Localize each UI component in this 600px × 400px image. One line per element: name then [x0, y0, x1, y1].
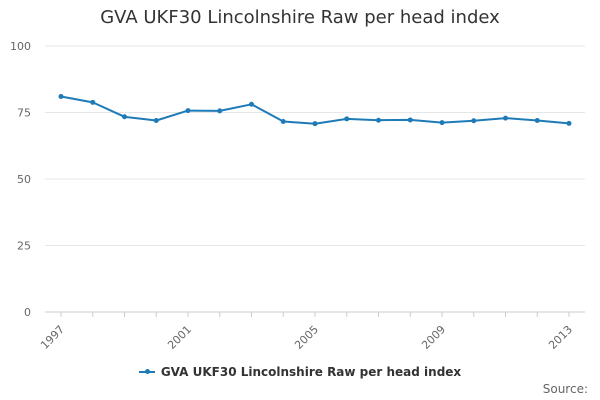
data-point-2005[interactable]: [312, 121, 318, 127]
data-point-2010[interactable]: [471, 118, 477, 124]
data-point-2008[interactable]: [407, 117, 413, 123]
data-point-2004[interactable]: [280, 119, 286, 125]
x-axis-ticks: 1997 2001 2005 2009 2013: [38, 312, 575, 352]
y-tick-label-100: 100: [10, 40, 31, 53]
data-point-1997[interactable]: [58, 94, 64, 100]
legend[interactable]: GVA UKF30 Lincolnshire Raw per head inde…: [0, 365, 600, 379]
x-tick-label-1997: 1997: [38, 323, 67, 352]
grid-layer: [45, 45, 585, 313]
y-tick-label-50: 50: [17, 173, 31, 186]
data-point-2007[interactable]: [376, 117, 381, 123]
y-axis-ticks: 0 25 50 75 100: [10, 40, 31, 319]
series-line-0: [60, 95, 570, 125]
source-credit[interactable]: Source:: [542, 382, 588, 396]
data-point-2013[interactable]: [566, 120, 572, 126]
data-point-2009[interactable]: [439, 120, 445, 126]
data-point-2001[interactable]: [185, 108, 191, 114]
chart-title: GVA UKF30 Lincolnshire Raw per head inde…: [100, 7, 500, 28]
y-tick-label-75: 75: [17, 107, 31, 120]
data-point-2003[interactable]: [249, 101, 254, 107]
data-point-1998[interactable]: [90, 99, 96, 105]
y-tick-label-25: 25: [17, 240, 31, 253]
data-point-2006[interactable]: [344, 116, 350, 122]
x-tick-label-2013: 2013: [546, 323, 575, 352]
x-tick-label-2001: 2001: [165, 323, 194, 352]
y-tick-label-0: 0: [24, 306, 31, 319]
x-tick-label-2009: 2009: [419, 323, 448, 352]
data-point-2012[interactable]: [534, 117, 540, 123]
series-layer: [58, 94, 572, 127]
legend-label: GVA UKF30 Lincolnshire Raw per head inde…: [160, 365, 462, 379]
data-point-2002[interactable]: [217, 108, 223, 114]
data-point-2011[interactable]: [503, 115, 508, 121]
data-point-1999[interactable]: [122, 114, 127, 120]
legend-swatch-icon: [138, 368, 155, 374]
data-point-2000[interactable]: [153, 117, 159, 123]
x-tick-label-2005: 2005: [292, 323, 321, 352]
